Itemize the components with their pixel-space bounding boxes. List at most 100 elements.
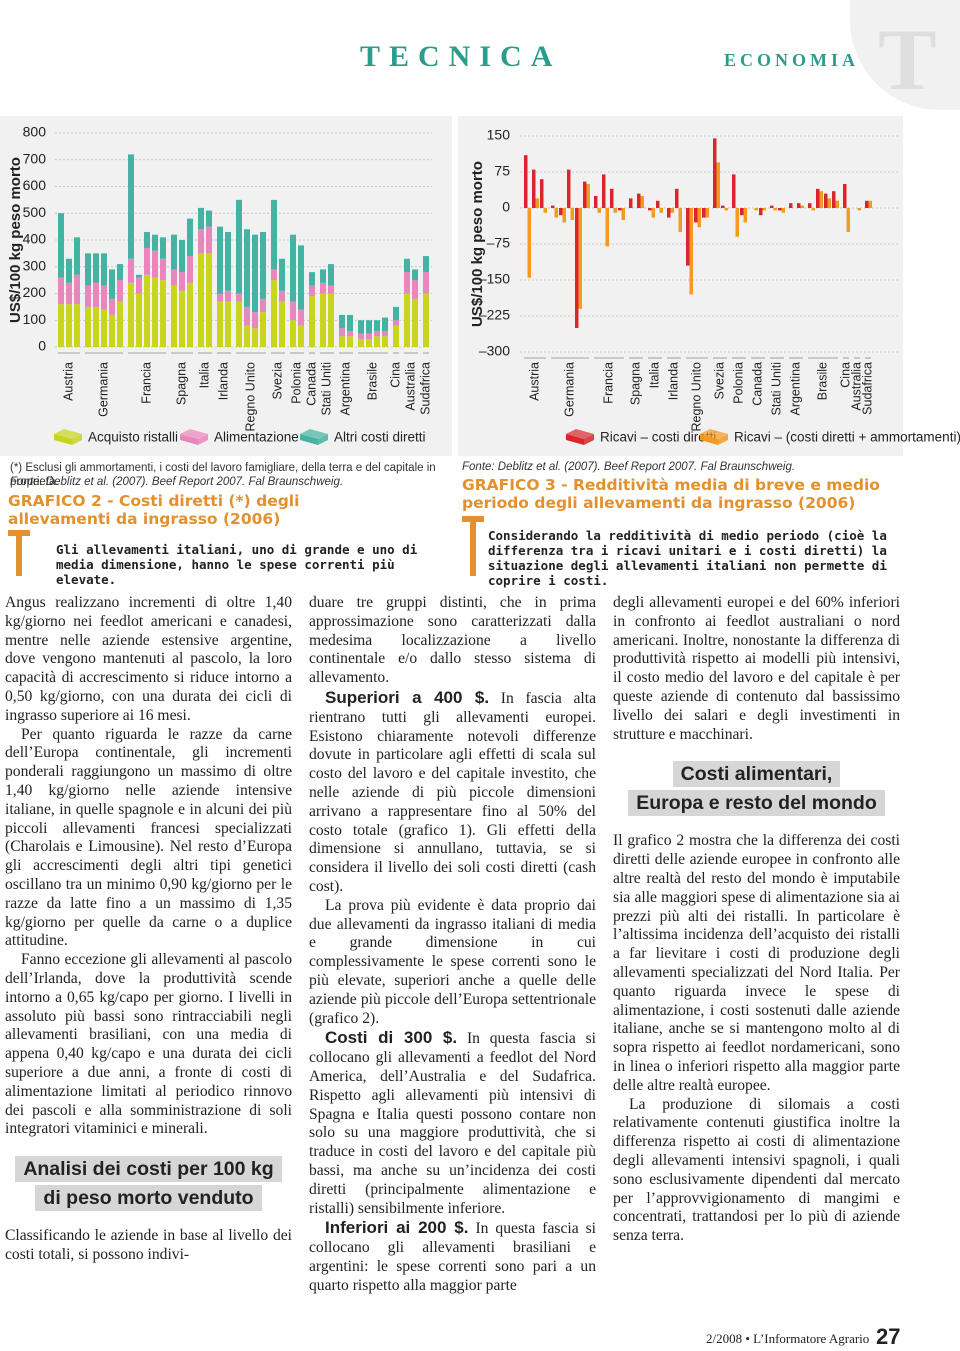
x-tick-label: Cina — [838, 362, 852, 388]
bar-segment — [101, 285, 107, 310]
bar-segment — [136, 277, 142, 294]
paragraph-text: In fascia alta rientrano tutti gli allev… — [309, 689, 596, 895]
bar-segment — [171, 285, 177, 347]
bar — [689, 208, 693, 295]
bar-segment — [58, 213, 64, 278]
bar-segment — [128, 258, 134, 283]
bar-segment — [101, 309, 107, 347]
bar — [770, 205, 774, 208]
bar — [811, 208, 815, 211]
bar — [532, 169, 536, 208]
bar — [670, 208, 674, 213]
bar-segment — [271, 269, 277, 281]
bar — [678, 208, 682, 232]
bar-segment — [328, 285, 334, 294]
bar — [586, 184, 590, 208]
x-tick-label: Svezia — [712, 362, 726, 400]
section-heading: Analisi dei costi per 100 kg di peso mort… — [5, 1155, 292, 1213]
bar-segment — [152, 234, 158, 251]
bar-segment — [366, 320, 372, 334]
y-tick-label: –150 — [479, 271, 510, 287]
paragraph: Il grafico 2 mostra che la differenza de… — [613, 832, 900, 1095]
bar-segment — [66, 304, 72, 347]
source: Fonte: Deblitz et al. (2007). Beef Repor… — [462, 461, 796, 473]
y-tick-label: –75 — [487, 235, 511, 251]
section-title: TECNICA — [360, 40, 562, 73]
bar-segment — [160, 237, 166, 259]
x-tick-label: Francia — [601, 362, 615, 404]
bar-segment — [66, 258, 72, 283]
x-tick-label: Polonia — [289, 362, 303, 404]
bar-segment — [339, 328, 345, 337]
bar-segment — [93, 306, 99, 347]
bar — [597, 208, 601, 213]
bar — [819, 191, 823, 208]
bar-segment — [187, 218, 193, 257]
bar-segment — [217, 301, 223, 347]
bar — [659, 208, 663, 213]
heading-line: Analisi dei costi per 100 kg — [15, 1156, 282, 1183]
x-tick-label: Polonia — [731, 362, 745, 404]
bar — [705, 208, 709, 218]
bar — [637, 193, 641, 208]
bar-segment — [74, 274, 80, 305]
bar — [651, 208, 655, 218]
y-tick-label: 0 — [502, 199, 510, 215]
bar — [594, 196, 598, 208]
x-tick-label: Germania — [96, 362, 110, 417]
bar-segment — [128, 282, 134, 347]
bar-segment — [290, 301, 296, 321]
paragraph-text: degli allevamenti europei e del 60% infe… — [613, 594, 900, 743]
chart-caption-title: GRAFICO 3 - Redditività media di breve e… — [462, 476, 880, 512]
bar-segment — [423, 272, 429, 294]
paragraph: Classificando le aziende in base al live… — [5, 1227, 292, 1265]
ornament — [470, 516, 476, 576]
bar — [562, 208, 566, 223]
bar-segment — [309, 296, 315, 347]
bar-segment — [382, 317, 388, 331]
bar-segment — [225, 290, 231, 302]
x-tick-label: Canada — [750, 362, 764, 406]
bar — [605, 208, 609, 247]
bar — [559, 208, 563, 216]
x-tick-label: Sudafrica — [418, 362, 432, 415]
bar — [535, 198, 539, 208]
bar — [524, 155, 528, 208]
bar-segment — [347, 330, 353, 337]
paragraph-text: Fanno eccezione gli allevamenti al pasco… — [5, 951, 292, 1138]
bar-segment — [279, 258, 285, 291]
x-tick-label: Italia — [647, 362, 661, 388]
bar — [846, 208, 850, 232]
bar — [656, 200, 660, 208]
bar — [618, 208, 622, 211]
bar-segment — [393, 306, 399, 321]
bar — [816, 188, 820, 208]
paragraph: degli allevamenti europei e del 60% infe… — [613, 594, 900, 744]
bar — [554, 208, 558, 218]
bar-segment — [217, 226, 223, 294]
bar-segment — [206, 226, 212, 254]
x-tick-label: Austria — [527, 362, 541, 401]
bar-segment — [206, 210, 212, 227]
bar-segment — [136, 274, 142, 278]
bar-segment — [109, 314, 115, 347]
bar-segment — [252, 312, 258, 329]
bar-segment — [179, 240, 185, 273]
x-tick-label: Cina — [388, 362, 402, 388]
x-tick-label: Spagna — [628, 362, 642, 405]
bar — [857, 208, 861, 211]
y-tick-label: 300 — [23, 257, 47, 273]
bar — [640, 196, 644, 208]
bar-segment — [198, 253, 204, 347]
bar-segment — [412, 280, 418, 299]
bar-segment — [198, 207, 204, 230]
paragraph-text: Il grafico 2 mostra che la differenza de… — [613, 832, 900, 1094]
bar-segment — [423, 256, 429, 273]
bar — [578, 208, 582, 309]
page-number: 27 — [876, 1324, 901, 1349]
legend-swatch — [700, 429, 728, 439]
paragraph: Fanno eccezione gli allevamenti al pasco… — [5, 951, 292, 1139]
bar-segment — [198, 229, 204, 254]
bar — [797, 203, 801, 208]
bar-segment — [320, 282, 326, 294]
